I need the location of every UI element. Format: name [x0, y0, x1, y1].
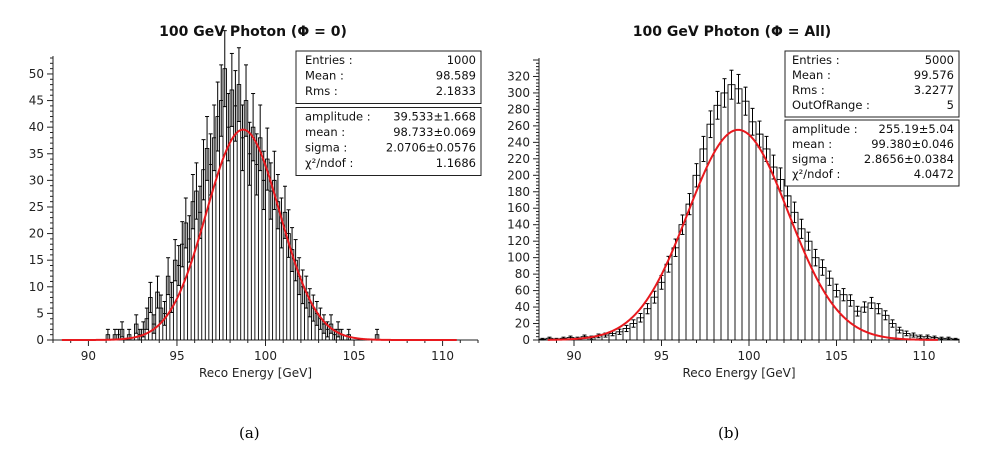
stats-label: Mean :	[305, 69, 344, 83]
caption-a: (a)	[239, 424, 260, 442]
fit-param-label: χ²/ndof :	[305, 156, 353, 170]
y-tick-label: 280	[507, 102, 530, 116]
stats-value: 1000	[447, 53, 476, 67]
y-tick-label: 0	[36, 333, 44, 347]
fit-param-label: sigma :	[792, 152, 834, 166]
stats-value: 2.1833	[436, 84, 476, 98]
stats-box-fit	[295, 107, 482, 176]
fit-param-label: mean :	[305, 125, 345, 139]
y-tick-label: 220	[507, 152, 530, 166]
y-tick-label: 50	[29, 67, 44, 81]
x-tick-label: 105	[343, 349, 366, 363]
fit-param-value: 98.733±0.069	[393, 125, 476, 139]
chart-panel-b: 100 GeV Photon (Φ = All) 90 95 100 105 110 0 20…	[507, 24, 960, 380]
y-tick-label: 120	[507, 234, 530, 248]
x-tick-label: 105	[825, 349, 848, 363]
y-tick-label: 240	[507, 135, 530, 149]
fit-param-label: amplitude :	[792, 122, 858, 136]
fit-param-label: amplitude :	[305, 110, 371, 124]
fit-curve	[547, 128, 939, 341]
y-tick-label: 40	[515, 300, 530, 314]
y-tick-label: 0	[522, 333, 530, 347]
y-tick-label: 30	[29, 173, 44, 187]
x-axis-label: Reco Energy [GeV]	[682, 366, 795, 380]
stats-box-entries	[295, 50, 482, 104]
stats-value: 3.2277	[914, 83, 954, 97]
fit-param-value: 255.19±5.04	[879, 122, 954, 136]
stats-value: 5000	[925, 53, 954, 67]
x-tick-label: 110	[431, 349, 454, 363]
y-tick-label: 45	[29, 94, 44, 108]
stats-value: 98.589	[436, 69, 476, 83]
x-axis-label: Reco Energy [GeV]	[199, 366, 312, 380]
caption-b: (b)	[718, 424, 740, 442]
chart-title: 100 GeV Photon (Φ = 0)	[159, 24, 347, 40]
stats-box-fit	[784, 119, 960, 187]
stats-label: Mean :	[792, 68, 831, 82]
y-tick-label: 200	[507, 168, 530, 182]
x-tick-label: 90	[566, 349, 581, 363]
chart-title: 100 GeV Photon (Φ = All)	[633, 24, 831, 40]
y-tick-label: 20	[29, 227, 44, 241]
stats-box-entries	[784, 50, 960, 118]
y-tick-label: 20	[515, 317, 530, 331]
fit-param-label: sigma :	[305, 141, 347, 155]
chart-panel-a: 100 GeV Photon (Φ = 0) 90 95 100 105 110 0 5 10 1…	[29, 24, 482, 380]
y-tick-label: 25	[29, 200, 44, 214]
fit-param-value: 99.380±0.046	[871, 137, 954, 151]
fit-param-label: mean :	[792, 137, 832, 151]
stats-value: 99.576	[914, 68, 954, 82]
fit-curve	[61, 128, 457, 341]
stats-label: Rms :	[792, 83, 825, 97]
y-tick-label: 160	[507, 201, 530, 215]
x-tick-label: 95	[654, 349, 669, 363]
stats-label: OutOfRange :	[792, 98, 870, 112]
y-tick-label: 35	[29, 147, 44, 161]
stats-value: 5	[947, 98, 954, 112]
y-tick-label: 300	[507, 86, 530, 100]
y-tick-label: 10	[29, 280, 44, 294]
y-tick-label: 260	[507, 119, 530, 133]
histogram-outline	[105, 68, 380, 341]
stats-label: Entries :	[792, 53, 840, 67]
y-tick-label: 5	[36, 306, 44, 320]
fit-param-value: 2.0706±0.0576	[386, 141, 476, 155]
fit-param-value: 4.0472	[914, 167, 954, 181]
y-tick-label: 40	[29, 120, 44, 134]
y-tick-label: 320	[507, 69, 530, 83]
y-tick-label: 15	[29, 253, 44, 267]
fit-param-value: 39.533±1.668	[393, 110, 476, 124]
x-tick-label: 100	[738, 349, 761, 363]
fit-param-value: 2.8656±0.0384	[864, 152, 954, 166]
y-tick-label: 60	[515, 284, 530, 298]
y-tick-label: 100	[507, 251, 530, 265]
x-tick-label: 95	[169, 349, 184, 363]
x-tick-label: 100	[254, 349, 277, 363]
y-tick-label: 140	[507, 218, 530, 232]
x-tick-label: 90	[81, 349, 96, 363]
fit-param-value: 1.1686	[436, 156, 476, 170]
stats-label: Rms :	[305, 84, 338, 98]
y-tick-label: 80	[515, 267, 530, 281]
y-tick-label: 180	[507, 185, 530, 199]
stats-label: Entries :	[305, 53, 353, 67]
fit-param-label: χ²/ndof :	[792, 167, 840, 181]
x-tick-label: 110	[913, 349, 936, 363]
